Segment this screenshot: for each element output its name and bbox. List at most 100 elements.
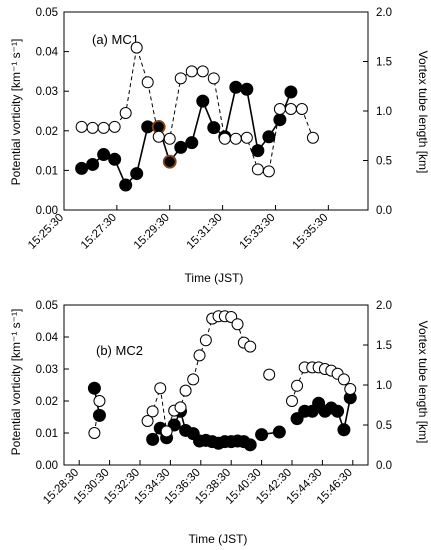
panel-b-vt-point: [187, 373, 200, 386]
panel-a-vt-point: [218, 132, 231, 145]
panel-a-vt-point: [262, 165, 275, 178]
panel-a-xlabel: Time (JST): [185, 271, 244, 285]
panel-b-vt-point: [344, 383, 357, 395]
panel-a-y-left-tick-label: 0.04: [36, 47, 59, 59]
panel-b-xlabel: Time (JST): [189, 532, 248, 546]
panel-b-pv-point: [337, 423, 351, 437]
panel-a-vt-point: [86, 121, 99, 134]
panel-a-y-right-tick-label: 2.0: [376, 7, 392, 19]
panel-a-y-right-tick-label: 1.5: [376, 57, 392, 69]
panel-b-y-right-tick-label: 1.0: [376, 380, 392, 392]
panel-a-x-tick-label: 15:29:30: [132, 212, 172, 252]
panel-a-vt-point: [108, 120, 121, 133]
panel-b-vt-point: [141, 415, 154, 427]
panel-b-ylabel-left: Potential vorticity [km⁻¹ s⁻¹]: [9, 309, 23, 456]
panel-a-pv-point: [240, 82, 254, 96]
panel-a-pv-point: [86, 157, 100, 171]
panel-a-y-right-tick-label: 1.0: [376, 106, 392, 118]
panel-a-pv-point: [229, 80, 243, 94]
panel-b-vt-point: [93, 395, 106, 407]
panel-a-vt-point: [75, 120, 88, 133]
panel-b-y-right-tick-label: 0.0: [376, 460, 392, 472]
panel-a-y-left-tick-label: 0.05: [36, 7, 58, 19]
panel-b-y-left-tick-label: 0.01: [36, 428, 58, 440]
panel-a-vt-point: [174, 72, 187, 85]
panel-a-vt-point: [240, 131, 253, 144]
panel-b-pv-point: [331, 404, 345, 418]
panel-b-vt-line: [147, 315, 251, 432]
panel-a-pv-point: [130, 167, 144, 181]
panel-a-pv-point: [75, 161, 89, 175]
panel-a-vt-point: [185, 65, 198, 78]
panel-a-vt-point: [130, 41, 143, 54]
panel-a-vt-point: [207, 72, 220, 85]
panel-b-y-left-tick-label: 0.03: [36, 364, 58, 376]
panel-b-y-left-tick-label: 0.00: [36, 460, 58, 472]
panel-a-pv-point: [97, 148, 111, 162]
panel-b-vt-point: [263, 368, 276, 381]
panel-b-vt-point: [179, 384, 192, 397]
panel-a-y-left-tick-label: 0.00: [36, 205, 58, 217]
panel-b-label: (b) MC2: [96, 343, 143, 358]
panel-b-pv-point: [92, 408, 106, 422]
panel-a-y-left-tick-label: 0.01: [36, 165, 58, 177]
panel-a-y-right-tick-label: 0.5: [376, 156, 392, 168]
panel-b: (b) MC2 Time (JST) Potential vorticity […: [9, 300, 430, 546]
panel-a-pv-point: [207, 121, 221, 135]
panel-a-vt-point: [273, 103, 286, 116]
panel-a-vt-point: [196, 65, 209, 78]
panel-b-pv-point: [243, 438, 257, 452]
panel-a-pv-point: [174, 140, 188, 154]
panel-a-pv-point: [162, 154, 177, 169]
panel-b-y-left-tick-label: 0.04: [36, 332, 59, 344]
panel-b-vt-point: [286, 395, 298, 407]
panel-b-pv-point: [255, 428, 269, 442]
panel-b-y-right-tick-label: 0.5: [376, 420, 392, 432]
panel-b-vt-point: [193, 349, 206, 362]
panel-a-vt-point: [97, 121, 110, 134]
panel-a-pv-point: [108, 152, 122, 166]
panel-a-x-tick-label: 15:35:30: [290, 212, 330, 252]
panel-b-y-left-tick-label: 0.02: [36, 396, 58, 408]
panel-a-pv-point: [185, 136, 199, 150]
panel-a-y-left-tick-label: 0.02: [36, 126, 58, 138]
panel-a-pv-point: [273, 113, 287, 127]
panel-a-label: (a) MC1: [92, 32, 139, 47]
panel-b-vt-point: [146, 405, 159, 418]
panel-b-vt-point: [154, 382, 167, 395]
panel-b-vt-point: [160, 425, 173, 438]
panel-a-ylabel-right: Vortex tube length [km]: [416, 51, 430, 174]
panel-b-y-right-tick-label: 2.0: [376, 300, 392, 312]
panel-a-vt-point: [152, 130, 165, 143]
panel-a-vt-point: [306, 131, 319, 144]
panel-a-x-tick-label: 15:25:30: [26, 212, 66, 252]
panel-b-pv-point: [272, 425, 286, 439]
panel-a-x-tick-label: 15:31:30: [185, 212, 225, 252]
panel-a-y-left-tick-label: 0.03: [36, 86, 58, 98]
panel-a-pv-point: [196, 94, 210, 108]
panel-a-y-right-tick-label: 0.0: [376, 205, 392, 217]
panel-a-pv-point: [284, 85, 298, 99]
panel-b-vt-line: [93, 400, 100, 434]
panel-a-vt-point: [119, 106, 132, 119]
panel-a-vt-line: [81, 47, 314, 172]
panel-a-pv-point: [119, 178, 133, 192]
panel-a-x-tick-label: 15:33:30: [237, 212, 277, 252]
panel-a-vt-point: [141, 76, 154, 89]
panel-b-y-right-tick-label: 1.5: [376, 340, 392, 352]
panel-a-vt-point: [229, 132, 242, 145]
panel-a-pv-point: [251, 144, 265, 158]
panel-a-pv-point: [262, 130, 276, 144]
panel-b-pv-point: [146, 432, 160, 446]
panel-b-vt-point: [174, 401, 187, 414]
panel-b-ylabel-right: Vortex tube length [km]: [416, 321, 430, 444]
panel-b-vt-point: [88, 427, 101, 439]
panel-b-vt-point: [199, 334, 212, 347]
panel-a-vt-point: [163, 132, 176, 145]
panel-a-ylabel-left: Potential vorticity [km⁻¹ s⁻¹]: [9, 39, 23, 186]
panel-b-vt-point: [231, 318, 244, 331]
panel-b-y-left-tick-label: 0.05: [36, 300, 58, 312]
panel-b-vt-point: [244, 340, 257, 353]
panel-b-vt-point: [337, 373, 350, 386]
